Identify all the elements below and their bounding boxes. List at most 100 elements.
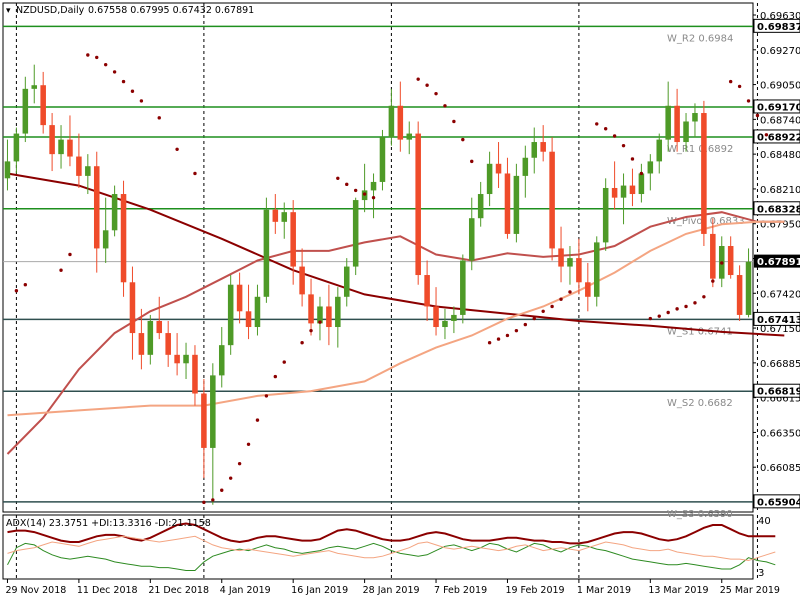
price-tag-box — [753, 383, 800, 398]
x-tick-label: 28 Jan 2019 — [363, 585, 420, 596]
pivot-level-label: W_S3 0.6590 — [667, 509, 733, 520]
candle-body — [245, 311, 252, 328]
sar-dot — [496, 337, 501, 341]
chart-header-symbol: NZDUSD,Daily — [16, 5, 85, 16]
candle-body — [558, 248, 564, 267]
candle-body — [388, 105, 395, 138]
sar-dot — [237, 461, 242, 466]
sar-dot — [14, 289, 19, 293]
candle-body — [468, 218, 475, 261]
adx-series-line — [7, 522, 776, 545]
sar-dot — [59, 268, 63, 272]
sar-dot — [621, 143, 626, 148]
sar-dot — [452, 119, 456, 124]
sar-dot — [121, 79, 126, 84]
sar-dot — [112, 70, 117, 74]
sar-dot — [711, 279, 715, 283]
sar-dot — [23, 283, 28, 287]
candle-body — [263, 209, 270, 297]
sar-dot — [693, 301, 697, 305]
candle-body — [477, 194, 484, 219]
candle-body — [192, 354, 198, 394]
candle-body — [620, 185, 627, 198]
sar-dot — [702, 295, 706, 299]
candle-body — [451, 314, 457, 321]
y-tick-label: 0.68210 — [760, 185, 800, 196]
candle-body — [272, 209, 279, 222]
candle-body — [218, 345, 225, 376]
price-tag-box — [753, 129, 800, 144]
sar-dot — [612, 134, 617, 138]
sar-dot — [505, 333, 510, 338]
adx-series-line — [7, 535, 776, 562]
candle-body — [647, 161, 654, 174]
candle-body — [93, 166, 100, 249]
moving-average-line — [7, 172, 785, 337]
price-tag-box — [753, 201, 800, 216]
sar-dot — [684, 304, 688, 309]
candle-body — [531, 142, 538, 158]
candle-body — [406, 133, 413, 140]
y-tick-label: 0.68480 — [760, 150, 800, 161]
sar-dot — [550, 304, 554, 309]
sar-dot — [764, 133, 769, 137]
candle-body — [683, 121, 689, 143]
sar-dot — [273, 374, 278, 379]
sar-dot — [416, 77, 420, 81]
candle-body — [415, 133, 421, 276]
x-tick-label: 11 Dec 2018 — [77, 585, 138, 596]
candle-body — [138, 333, 145, 355]
candle-body — [317, 306, 323, 324]
candle-body — [504, 173, 511, 234]
sar-dot — [246, 442, 251, 446]
sar-dot — [282, 360, 286, 364]
candle-body — [31, 85, 38, 89]
price-tag-label: 0.68922 — [757, 132, 800, 143]
sar-dot — [318, 320, 322, 324]
sar-dot — [728, 79, 733, 84]
x-tick-label: 19 Feb 2019 — [505, 585, 564, 596]
y-tick-label: 0.66085 — [760, 463, 800, 474]
candle-body — [513, 175, 520, 234]
price-tag-label: 0.69837 — [757, 22, 800, 33]
candle-body — [585, 282, 591, 297]
candle-body — [379, 137, 386, 182]
candle-body — [602, 187, 609, 243]
candle-body — [352, 200, 359, 267]
x-tick-label: 25 Mar 2019 — [720, 585, 780, 596]
sar-dot — [443, 104, 447, 108]
y-tick-label: 0.66885 — [760, 359, 800, 370]
price-tag-label: 0.68328 — [757, 204, 800, 215]
moving-average-line — [6, 211, 785, 455]
sar-dot — [175, 147, 179, 151]
candle-body — [290, 212, 296, 267]
y-tick-label: 0.67420 — [760, 289, 800, 300]
sar-dot — [514, 328, 519, 333]
price-tag-label: 0.65904 — [757, 497, 800, 508]
candle-body — [701, 113, 707, 234]
pivot-level-label: W_R1 0.6892 — [667, 144, 733, 155]
pivot-level-label: W_S1 0.6741 — [667, 326, 733, 337]
candle-body — [736, 275, 743, 315]
candle-body — [58, 139, 64, 155]
x-tick-label: 13 Mar 2019 — [648, 585, 708, 596]
sar-dot — [675, 307, 679, 311]
candle-body — [397, 105, 404, 140]
sar-dot — [523, 322, 528, 327]
price-tag-box — [753, 494, 800, 509]
sar-dot — [264, 394, 269, 398]
candle-body — [370, 181, 377, 191]
candle-body — [227, 284, 234, 346]
sar-dot — [630, 157, 635, 161]
sar-dot — [193, 171, 197, 176]
sar-dot — [737, 84, 742, 89]
candle-body — [4, 161, 11, 179]
adx-panel-frame — [2, 514, 754, 580]
pivot-level-label: W_S2 0.6682 — [667, 398, 733, 409]
y-tick-label: 0.69630 — [760, 11, 800, 22]
chart-header-ohlc: 0.67558 0.67995 0.67432 0.67891 — [88, 5, 254, 16]
candle-body — [254, 296, 261, 328]
x-tick-label: 7 Feb 2019 — [434, 585, 487, 596]
candle-body — [308, 294, 314, 324]
sar-dot — [86, 53, 90, 57]
